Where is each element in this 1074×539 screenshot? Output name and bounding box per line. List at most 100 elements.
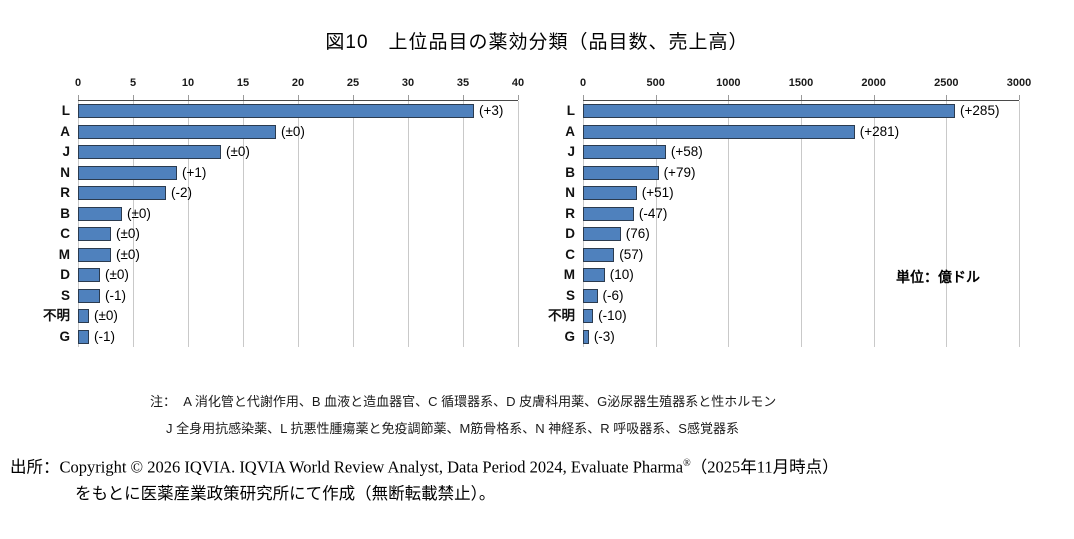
category-label: B [565,164,575,180]
bar-annotation: (-6) [602,287,624,303]
axis-tick [1019,95,1020,100]
bar-annotation: (±0) [105,267,129,282]
category-label: D [565,226,575,241]
gridline [583,101,584,347]
chart-row: D (±0) [60,265,518,286]
gridline [728,101,730,347]
category-label: G [59,328,70,344]
axis-tick-label: 500 [646,77,665,89]
chart-row: M (±0) [59,245,518,266]
axis-tick-label: 0 [579,77,587,89]
gridline [188,101,189,347]
gridline [243,101,244,347]
bar-A [583,124,855,139]
chart-row: M (10) [564,265,1019,286]
category-label: L [61,103,70,118]
chart-row: J (+58) [567,142,1019,163]
axis-tick-label: 2000 [861,77,886,89]
category-label: N [60,164,70,180]
axis-tick [78,95,79,100]
chart-row: D (76) [565,224,1019,245]
category-label: D [60,267,70,282]
gridline [353,101,354,347]
chart-row: J (±0) [62,142,518,163]
axis-tick [518,95,519,100]
axis-tick-label: 30 [401,77,415,89]
bar-B [583,165,659,180]
items-count-chart: 0 5 10 15 20 25 30 35 40 L (+3) A (±0) J (±0) N (+1) R (-2… [43,77,524,347]
axis-tick [946,95,948,100]
gridline [1019,101,1020,347]
bar-annotation: (+51) [641,185,674,200]
figure-title: 図10 上位品目の薬効分類（品目数、売上高） [325,32,749,53]
bar-annotation: (-1) [94,328,115,344]
chart-row: G (-3) [564,327,1019,348]
chart-row: S (-6) [566,286,1019,307]
category-label: B [60,205,70,221]
category-label: S [60,287,70,303]
bar-L [583,104,956,119]
chart-row: R (-2) [60,183,518,204]
footnote-line-2: J 全身用抗感染薬、L 抗悪性腫瘍薬と免疫調節薬、M筋骨格系、N 神経系、R 呼… [166,415,776,442]
chart-row: B (+79) [565,163,1019,184]
axis-tick-label: 25 [346,77,360,89]
axis-tick [801,95,802,100]
bar-annotation: (+58) [670,144,703,159]
bar-annotation: (-3) [593,328,615,344]
chart-row: 不明 (-10) [548,306,1019,327]
gridline [946,101,948,347]
axis-tick [408,95,409,100]
category-label: J [62,144,70,159]
axis-tick-label: 3000 [1006,77,1032,89]
chart-row: C (±0) [60,224,518,245]
chart-row: L (+285) [567,101,1019,122]
bar-L [78,104,474,119]
gridline [408,101,409,347]
gridline [801,101,802,347]
bar-R [583,206,634,221]
axis-tick [583,95,584,100]
category-label: J [567,144,575,159]
chart-row: N (+1) [60,163,518,184]
axis-tick [298,95,299,100]
bar-annotation: (+3) [479,103,504,118]
bar-J [78,145,221,160]
bar-G [78,329,89,344]
axis-tick-label: 1500 [788,77,814,89]
bar-annotation: (±0) [116,246,140,262]
gridline [78,101,79,347]
bar-不明 [583,309,594,324]
bar-annotation: (±0) [127,205,151,221]
category-label: R [565,205,575,221]
footnote: 注： A 消化管と代謝作用、B 血液と造血器官、C 循環器系、D 皮膚科用薬、G… [150,388,776,442]
bar-C [583,247,615,262]
category-label: A [60,123,70,139]
bar-S [78,288,100,303]
bar-annotation: (76) [625,226,650,241]
axis-tick [188,95,189,100]
bar-D [583,227,621,242]
axis-line [78,100,518,101]
bar-D [78,268,100,283]
bar-annotation: (+79) [663,164,696,180]
source-attribution: 出所：Copyright © 2026 IQVIA. IQVIA World R… [10,451,839,507]
bar-annotation: (+281) [859,123,900,139]
bar-annotation: (±0) [281,123,305,139]
bar-N [78,165,177,180]
category-label: S [565,287,575,303]
axis-line [583,100,1019,101]
source-line-2: をもとに医薬産業政策研究所にて作成（無断転載禁止）。 [75,483,496,503]
chart-row: R (-47) [565,204,1019,225]
gridline [133,101,134,347]
category-label: L [566,103,575,118]
gridline [873,101,875,347]
chart-row: A (±0) [60,122,518,143]
bar-A [78,124,276,139]
category-label: N [565,185,575,200]
axis-tick-label: 40 [511,77,525,89]
bar-annotation: (±0) [116,226,140,241]
chart-row: A (+281) [565,122,1019,143]
source-copyright-text: Copyright © 2026 IQVIA. IQVIA World Revi… [59,457,684,477]
axis-tick [873,95,875,100]
